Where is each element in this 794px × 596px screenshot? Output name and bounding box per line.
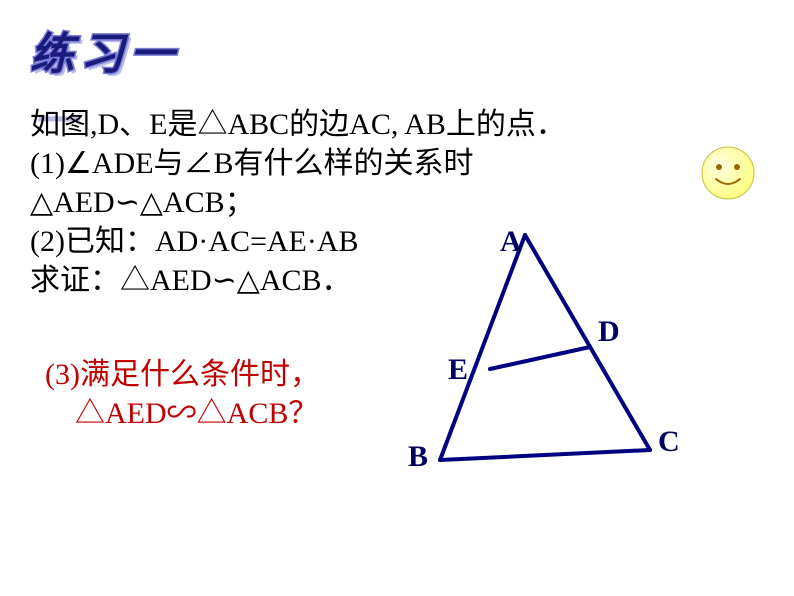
label-A: A xyxy=(500,225,522,259)
label-B: B xyxy=(408,440,428,474)
label-E: E xyxy=(448,353,468,387)
q3-line2: △AED∽△ACB？ xyxy=(45,394,320,433)
q3-line1: (3)满足什么条件时， xyxy=(45,355,320,394)
label-D: D xyxy=(598,315,620,349)
smiley-icon xyxy=(700,145,756,201)
label-C: C xyxy=(658,425,680,459)
problem-intro: 如图,D、E是△ABC的边AC, AB上的点． xyxy=(30,105,566,144)
q1-line1: (1)∠ADE与∠B有什么样的关系时 xyxy=(30,144,566,183)
exercise-title: 练习一 练习一 练习一 xyxy=(30,18,180,82)
q1-line2: △AED∽△ACB； xyxy=(30,183,566,222)
triangle-diagram: A B C D E xyxy=(400,225,720,485)
title-fill: 练习一 xyxy=(30,30,180,79)
question-3: (3)满足什么条件时， △AED∽△ACB？ xyxy=(45,355,320,433)
